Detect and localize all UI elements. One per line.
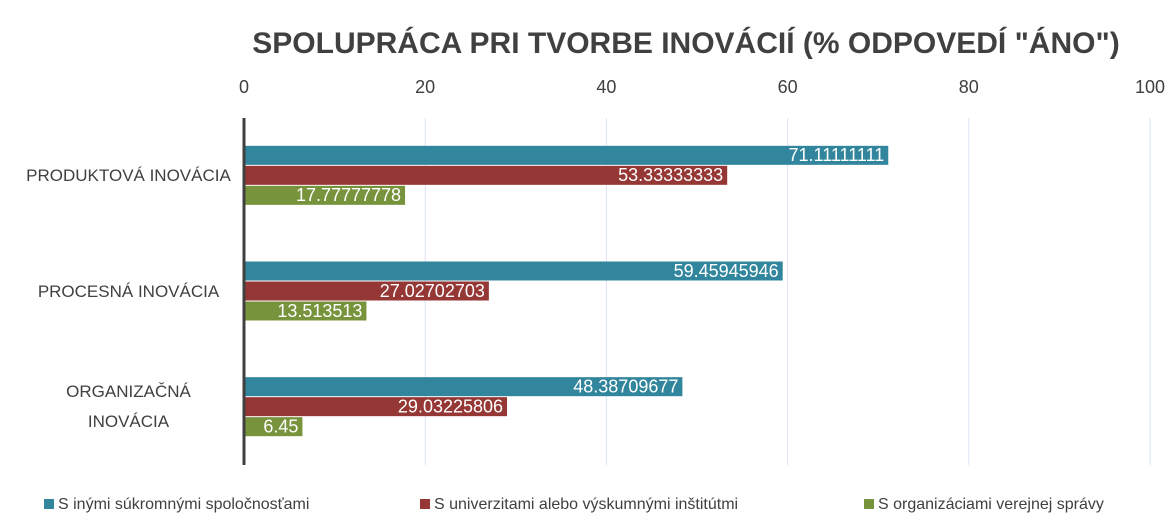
legend-swatch	[44, 499, 54, 509]
value-label: 17.77777778	[296, 185, 401, 205]
x-tick-label: 60	[778, 77, 798, 97]
bar	[244, 377, 683, 397]
legend-label: S organizáciami verejnej správy	[878, 496, 1104, 513]
value-label: 48.38709677	[573, 376, 678, 396]
y-tick-label: ORGANIZAČNÁ INOVÁCIA	[66, 382, 191, 432]
value-label: 71.11111111	[789, 145, 885, 165]
y-tick-label: PRODUKTOVÁ INOVÁCIA	[26, 165, 231, 185]
value-label: 59.45945946	[674, 261, 779, 281]
legend-label: S inými súkromnými spoločnosťami	[58, 496, 309, 513]
bar	[244, 281, 489, 301]
bar	[244, 145, 889, 165]
chart-title: SPOLUPRÁCA PRI TVORBE INOVÁCIÍ (% ODPOVE…	[252, 26, 1119, 60]
x-tick-label: 40	[596, 77, 616, 97]
legend-label: S univerzitami alebo výskumnými inštitút…	[434, 496, 738, 513]
bar	[244, 417, 303, 437]
legend-swatch	[420, 499, 430, 509]
bar	[244, 165, 728, 185]
value-label: 53.33333333	[618, 165, 723, 185]
value-label: 6.45	[263, 416, 298, 436]
bar	[244, 301, 367, 321]
x-tick-label: 100	[1135, 77, 1165, 97]
value-label: 13.513513	[277, 301, 362, 321]
bar	[244, 261, 783, 281]
x-tick-label: 80	[959, 77, 979, 97]
legend-swatch	[864, 499, 874, 509]
x-tick-label: 0	[239, 77, 249, 97]
y-tick-label: PROCESNÁ INOVÁCIA	[37, 281, 220, 301]
value-label: 27.02702703	[380, 281, 485, 301]
value-label: 29.03225806	[398, 396, 503, 416]
bar	[244, 397, 508, 417]
bar	[244, 185, 406, 205]
x-tick-label: 20	[415, 77, 435, 97]
